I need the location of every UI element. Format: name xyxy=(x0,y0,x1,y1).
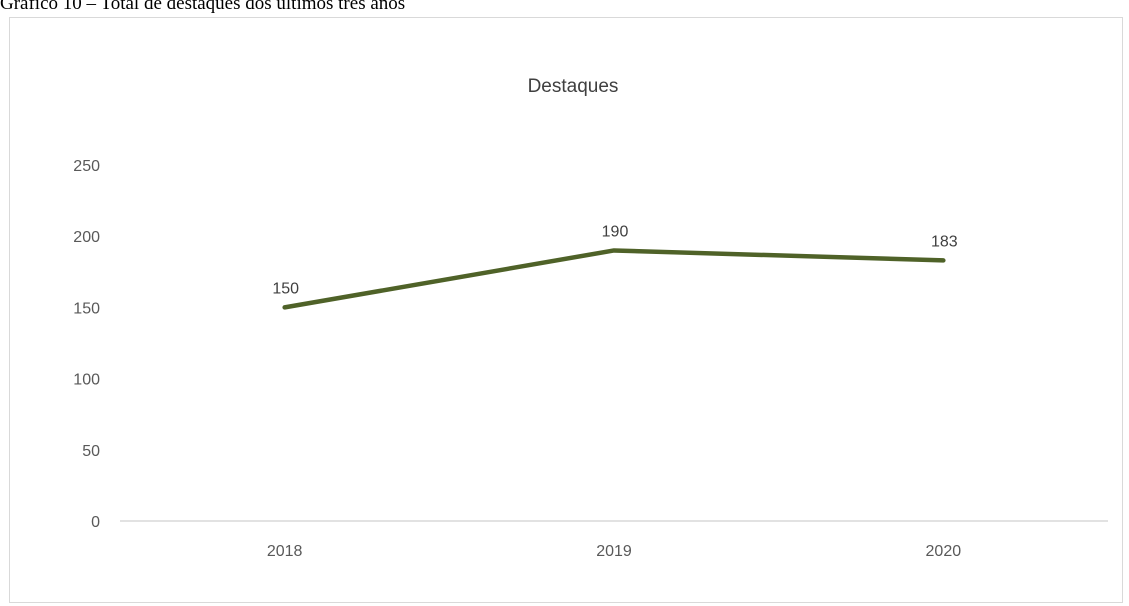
data-label: 190 xyxy=(602,223,629,240)
y-tick-label: 100 xyxy=(73,372,100,389)
x-tick-label: 2019 xyxy=(596,543,632,560)
y-tick-label: 200 xyxy=(73,229,100,246)
series-line xyxy=(282,248,946,310)
y-tick-label: 50 xyxy=(82,443,100,460)
chart-title: Destaques xyxy=(528,76,619,97)
x-tick-label: 2020 xyxy=(926,543,962,560)
data-label: 183 xyxy=(931,233,958,250)
y-tick-label: 150 xyxy=(73,300,100,317)
y-tick-label: 0 xyxy=(91,514,100,531)
data-label: 150 xyxy=(272,280,299,297)
y-tick-label: 250 xyxy=(73,158,100,175)
chart-frame xyxy=(9,17,1123,603)
x-tick-label: 2018 xyxy=(267,543,303,560)
figure-caption: Gráfico 10 – Total de destaques dos últi… xyxy=(0,0,406,14)
